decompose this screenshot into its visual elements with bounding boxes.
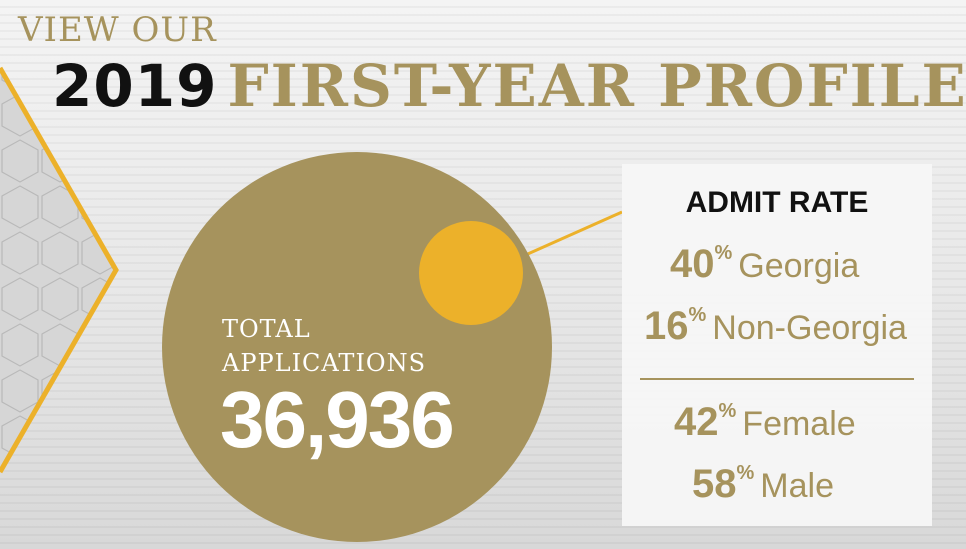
- admit-rate-panel: ADMIT RATE 40% Georgia 16% Non-Georgia 42%…: [622, 164, 932, 526]
- admit-rate-marker: [419, 221, 523, 325]
- title-year: 2019: [52, 52, 218, 120]
- total-applications-label: TOTAL APPLICATIONS: [222, 312, 502, 380]
- applications-circle: [162, 152, 552, 542]
- stat-value: 58: [692, 462, 737, 506]
- stat-value: 40: [670, 242, 715, 286]
- stat-value: 42: [674, 400, 719, 444]
- applications-label-line1: TOTAL: [222, 315, 311, 343]
- stat-label: Non-Georgia: [712, 309, 907, 347]
- stat-unit: %: [718, 400, 737, 422]
- title-text: FIRST-YEAR PROFILE: [227, 52, 966, 120]
- stat-value: 16: [644, 304, 689, 348]
- header-intro: VIEW OUR: [18, 10, 217, 50]
- stat-label: Georgia: [738, 247, 860, 285]
- stat-unit: %: [688, 304, 707, 326]
- stat-unit: %: [714, 242, 733, 264]
- admit-rate-heading: ADMIT RATE: [685, 186, 869, 219]
- stat-female: 42% Female: [674, 400, 856, 445]
- applications-label-line2: APPLICATIONS: [222, 349, 427, 377]
- stat-label: Male: [760, 467, 834, 505]
- stat-male: 58% Male: [692, 462, 834, 507]
- panel-divider: [640, 378, 914, 380]
- stat-georgia: 40% Georgia: [670, 242, 859, 287]
- stat-unit: %: [736, 462, 755, 484]
- page-title: 2019 FIRST-YEAR PROFILE: [52, 52, 966, 120]
- total-applications-value: 36,936: [220, 375, 455, 464]
- stat-non-georgia: 16% Non-Georgia: [644, 304, 907, 349]
- stat-label: Female: [742, 405, 856, 443]
